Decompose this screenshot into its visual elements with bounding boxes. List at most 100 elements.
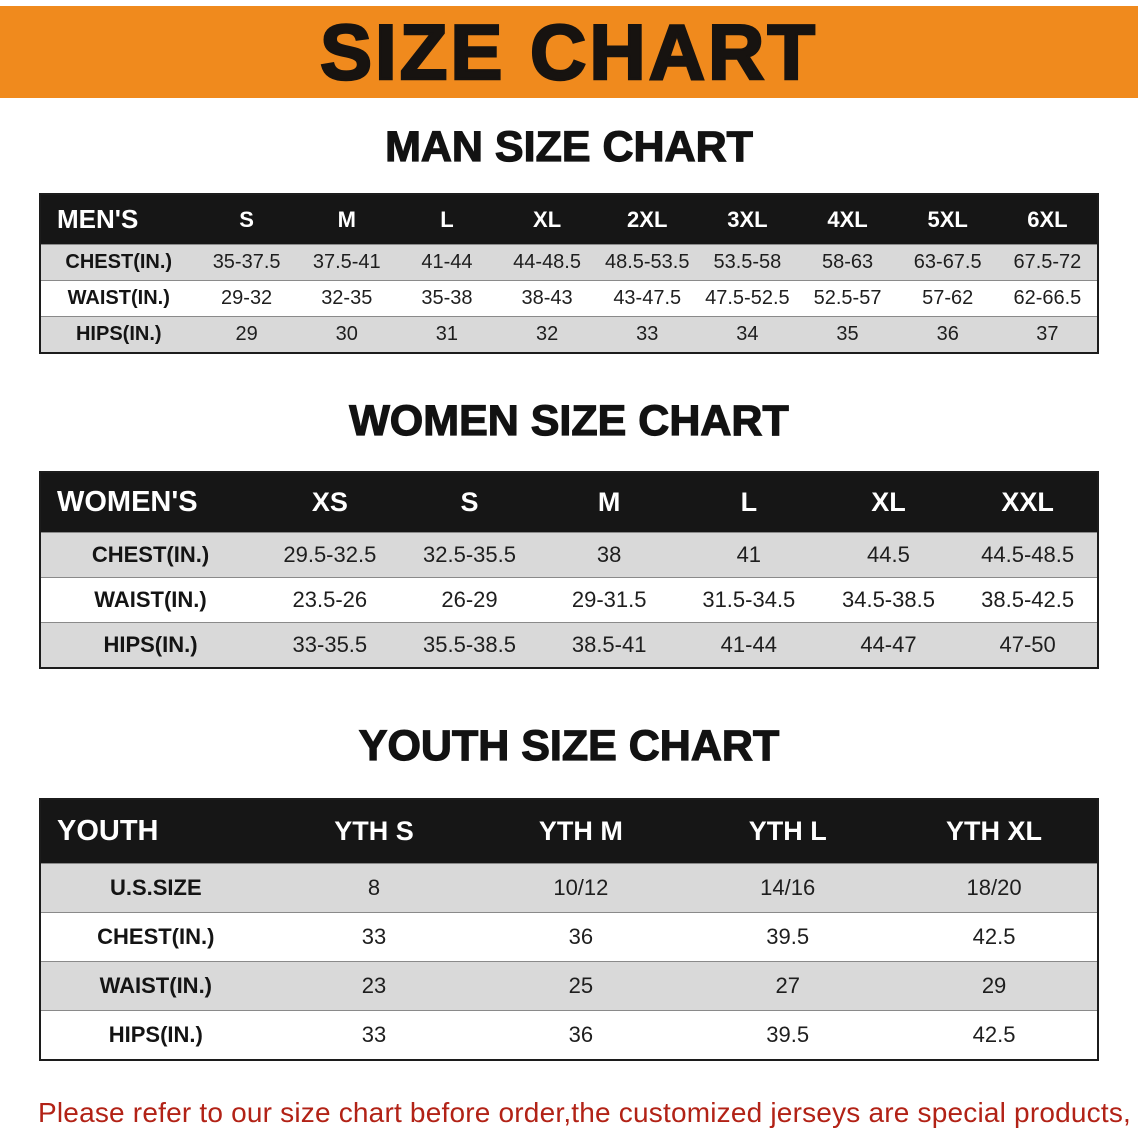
size-column-header: M [539,472,679,533]
size-value-cell: 35 [797,316,898,353]
size-value-cell: 31.5-34.5 [678,577,819,623]
men-chart-heading: MAN SIZE CHART [384,123,753,171]
size-value-cell: 47.5-52.5 [697,280,798,317]
size-value-cell: 29-31.5 [539,577,679,623]
size-value-cell: 44-48.5 [497,244,598,281]
size-value-cell: 38-43 [497,280,598,317]
size-value-cell: 36 [477,912,685,962]
size-value-cell: 39.5 [684,1010,892,1060]
size-value-cell: 34.5-38.5 [818,577,959,623]
row-label: WAIST(IN.) [40,280,197,317]
size-value-cell: 23 [270,961,478,1011]
size-column-header: YTH M [477,799,685,864]
size-value-cell: 48.5-53.5 [597,244,698,281]
size-value-cell: 33-35.5 [260,622,400,668]
table-corner-label: WOMEN'S [40,472,261,533]
size-value-cell: 44-47 [818,622,959,668]
size-column-header: YTH L [684,799,892,864]
size-column-header: L [678,472,819,533]
size-value-cell: 32.5-35.5 [399,532,540,578]
size-value-cell: 33 [597,316,698,353]
size-column-header: 3XL [697,194,798,245]
banner-title: SIZE CHART [319,8,818,96]
table-row: HIPS(IN.) 29 30 31 32 33 34 35 36 37 [40,316,1098,353]
row-label: WAIST(IN.) [40,577,261,623]
size-value-cell: 42.5 [891,912,1098,962]
size-column-header: 2XL [597,194,698,245]
size-value-cell: 34 [697,316,798,353]
size-value-cell: 41-44 [678,622,819,668]
size-value-cell: 29 [196,316,297,353]
row-label: WAIST(IN.) [40,961,271,1011]
size-value-cell: 29-32 [196,280,297,317]
size-value-cell: 44.5 [818,532,959,578]
size-value-cell: 37.5-41 [296,244,397,281]
row-label: HIPS(IN.) [40,622,261,668]
size-value-cell: 53.5-58 [697,244,798,281]
size-column-header: S [399,472,540,533]
men-size-table: MEN'S S M L XL 2XL 3XL 4XL 5XL 6XL CHEST(IN.) 35-37… [39,193,1099,354]
size-column-header: XS [260,472,400,533]
table-corner-label: MEN'S [40,194,197,245]
table-header-row: WOMEN'S XS S M L XL XXL [40,472,1098,533]
women-size-chart-section: WOMEN SIZE CHART WOMEN'S XS S M L XL XXL CHEST(… [0,397,1138,669]
table-row: CHEST(IN.) 33 36 39.5 42.5 [40,912,1098,962]
size-value-cell: 29.5-32.5 [260,532,400,578]
size-value-cell: 36 [477,1010,685,1060]
size-column-header: XL [818,472,959,533]
size-value-cell: 38.5-41 [539,622,679,668]
size-value-cell: 38 [539,532,679,578]
size-value-cell: 58-63 [797,244,898,281]
size-value-cell: 41-44 [396,244,497,281]
size-value-cell: 62-66.5 [997,280,1098,317]
men-size-chart-section: MAN SIZE CHART MEN'S S M L XL 2XL 3XL 4XL 5XL 6XL… [0,123,1138,354]
row-label: CHEST(IN.) [40,912,271,962]
table-row: U.S.SIZE 8 10/12 14/16 18/20 [40,863,1098,913]
youth-chart-heading: YOUTH SIZE CHART [358,722,780,770]
size-value-cell: 32-35 [296,280,397,317]
size-column-header: 6XL [997,194,1098,245]
size-value-cell: 26-29 [399,577,540,623]
size-column-header: M [296,194,397,245]
women-chart-heading: WOMEN SIZE CHART [349,397,790,445]
disclaimer-line1: Please refer to our size chart before or… [38,1097,1132,1128]
size-value-cell: 57-62 [897,280,998,317]
size-column-header: L [396,194,497,245]
size-value-cell: 36 [897,316,998,353]
table-header-row: MEN'S S M L XL 2XL 3XL 4XL 5XL 6XL [40,194,1098,245]
size-value-cell: 18/20 [891,863,1098,913]
size-chart-banner: SIZE CHART [0,6,1138,98]
size-value-cell: 43-47.5 [597,280,698,317]
size-value-cell: 67.5-72 [997,244,1098,281]
size-value-cell: 35-37.5 [196,244,297,281]
table-row: HIPS(IN.) 33 36 39.5 42.5 [40,1010,1098,1060]
size-value-cell: 14/16 [684,863,892,913]
size-value-cell: 35-38 [396,280,497,317]
women-size-table: WOMEN'S XS S M L XL XXL CHEST(IN.) 29.5-32.5 32.5… [39,471,1099,669]
size-value-cell: 63-67.5 [897,244,998,281]
size-value-cell: 27 [684,961,892,1011]
table-row: HIPS(IN.) 33-35.5 35.5-38.5 38.5-41 41-44 44-… [40,622,1098,668]
size-column-header: 4XL [797,194,898,245]
table-corner-label: YOUTH [40,799,271,864]
size-value-cell: 29 [891,961,1098,1011]
size-value-cell: 31 [396,316,497,353]
size-value-cell: 32 [497,316,598,353]
size-column-header: YTH S [270,799,478,864]
youth-size-table: YOUTH YTH S YTH M YTH L YTH XL U.S.SIZE 8 10/12… [39,798,1099,1061]
youth-size-chart-section: YOUTH SIZE CHART YOUTH YTH S YTH M YTH L YTH… [0,722,1138,1061]
size-value-cell: 23.5-26 [260,577,400,623]
size-value-cell: 10/12 [477,863,685,913]
size-value-cell: 42.5 [891,1010,1098,1060]
size-value-cell: 44.5-48.5 [958,532,1098,578]
size-value-cell: 35.5-38.5 [399,622,540,668]
size-value-cell: 30 [296,316,397,353]
row-label: CHEST(IN.) [40,532,261,578]
size-column-header: 5XL [897,194,998,245]
row-label: HIPS(IN.) [40,316,197,353]
size-column-header: YTH XL [891,799,1098,864]
size-value-cell: 33 [270,1010,478,1060]
table-row: CHEST(IN.) 35-37.5 37.5-41 41-44 44-48.5 48.5… [40,244,1098,281]
size-value-cell: 47-50 [958,622,1098,668]
